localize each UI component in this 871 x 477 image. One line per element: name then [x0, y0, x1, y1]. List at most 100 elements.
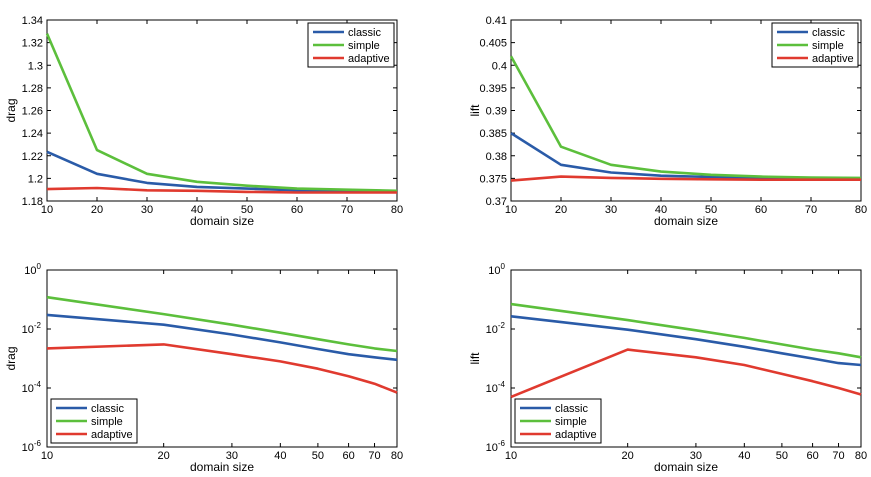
legend-label-adaptive: adaptive: [555, 429, 597, 441]
y-tick-label: 10-4: [22, 380, 42, 395]
series-line-classic: [46, 313, 398, 362]
y-axis-label: lift: [468, 352, 482, 365]
chart-panel-3: 10 20 30 40 50 60 70 80 10-6 10-4 10-2 100 domain si…: [4, 262, 403, 474]
y-tick-label: 1.3: [28, 60, 43, 72]
series-line-simple: [509, 55, 862, 180]
series-line-simple: [45, 33, 398, 193]
legend-label-adaptive: adaptive: [91, 429, 133, 441]
x-tick-label: 50: [312, 450, 324, 462]
x-tick-label: 80: [855, 450, 867, 462]
x-tick-label: 10: [505, 450, 517, 462]
x-tick-label: 80: [391, 450, 403, 462]
x-tick-label: 60: [806, 450, 818, 462]
x-tick-label: 10: [41, 204, 53, 216]
y-tick-label: 10-4: [486, 380, 506, 395]
legend-label-classic: classic: [91, 403, 125, 415]
x-tick-label: 20: [622, 450, 634, 462]
x-tick-label: 50: [776, 450, 788, 462]
legend-label-classic: classic: [812, 27, 846, 39]
x-axis-label: domain size: [190, 214, 254, 228]
y-tick-label: 0.41: [486, 15, 507, 27]
x-tick-label: 40: [191, 204, 203, 216]
x-tick-label: 70: [805, 204, 817, 216]
x-tick-label: 20: [91, 204, 103, 216]
x-tick-label: 20: [555, 204, 567, 216]
y-tick-label: 0.395: [479, 83, 507, 95]
chart-panel-4: 10 20 30 40 50 60 70 80 10-6 10-4 10-2 100 domain si…: [468, 262, 867, 474]
legend-label-classic: classic: [348, 27, 382, 39]
x-tick-label: 30: [690, 450, 702, 462]
chart-panel-1: 10 20 30 40 50 60 70 80 1.18 1.2 1.22 1.24 1.26 1.28 1…: [4, 15, 403, 228]
series-line-simple: [510, 302, 862, 359]
x-tick-label: 40: [274, 450, 286, 462]
y-tick-label: 0.4: [492, 60, 507, 72]
y-tick-label: 0.385: [479, 128, 507, 140]
x-tick-label: 70: [368, 450, 380, 462]
x-tick-label: 80: [391, 204, 403, 216]
x-tick-label: 70: [832, 450, 844, 462]
legend-label-simple: simple: [555, 416, 587, 428]
x-tick-label: 50: [705, 204, 717, 216]
legend-label-simple: simple: [348, 40, 380, 52]
series-line-adaptive: [46, 343, 398, 394]
y-tick-label: 100: [24, 262, 41, 277]
y-tick-label: 0.38: [486, 151, 507, 163]
legend-label-adaptive: adaptive: [812, 53, 854, 65]
y-tick-label: 1.24: [22, 128, 43, 140]
x-tick-label: 10: [41, 450, 53, 462]
legend-label-adaptive: adaptive: [348, 53, 390, 65]
series-line-classic: [46, 150, 398, 193]
x-tick-label: 70: [341, 204, 353, 216]
x-tick-label: 30: [605, 204, 617, 216]
series-line-adaptive: [46, 186, 397, 194]
y-tick-label: 0.375: [479, 173, 507, 185]
y-tick-label: 10-2: [486, 321, 506, 336]
y-tick-label: 0.39: [486, 106, 507, 118]
y-tick-label: 0.405: [479, 38, 507, 50]
y-axis-label: lift: [468, 104, 482, 117]
x-tick-label: 40: [655, 204, 667, 216]
y-axis-label: drag: [4, 346, 18, 370]
x-tick-label: 80: [855, 204, 867, 216]
x-tick-label: 60: [291, 204, 303, 216]
y-tick-label: 1.18: [22, 196, 43, 208]
y-tick-label: 1.28: [22, 83, 43, 95]
legend-box: [771, 22, 859, 68]
x-tick-label: 40: [738, 450, 750, 462]
y-tick-label: 10-2: [22, 321, 42, 336]
x-tick-label: 30: [141, 204, 153, 216]
x-tick-label: 30: [226, 450, 238, 462]
y-tick-label: 10-6: [486, 439, 506, 454]
series-line-classic: [510, 315, 862, 367]
legend-label-classic: classic: [555, 403, 589, 415]
y-tick-label: 100: [488, 262, 505, 277]
series-line-adaptive: [510, 175, 861, 182]
y-tick-label: 1.22: [22, 151, 43, 163]
chart-panel-2: 10 20 30 40 50 60 70 80 0.37 0.375 0.38 0.385 0.39 0.…: [468, 15, 867, 228]
x-tick-label: 20: [158, 450, 170, 462]
x-tick-label: 60: [342, 450, 354, 462]
y-tick-label: 1.2: [28, 173, 43, 185]
x-axis-label: domain size: [654, 460, 718, 474]
y-tick-label: 1.32: [22, 38, 43, 50]
legend-label-simple: simple: [91, 416, 123, 428]
plot-area-frame: [510, 269, 862, 448]
legend-label-simple: simple: [812, 40, 844, 52]
x-tick-label: 60: [755, 204, 767, 216]
y-tick-label: 1.34: [22, 15, 43, 27]
series-line-adaptive: [510, 348, 862, 399]
x-tick-label: 10: [505, 204, 517, 216]
y-tick-label: 0.37: [486, 196, 507, 208]
y-axis-label: drag: [4, 98, 18, 122]
x-axis-label: domain size: [654, 214, 718, 228]
y-tick-label: 10-6: [22, 439, 42, 454]
x-axis-label: domain size: [190, 460, 254, 474]
series-line-simple: [46, 295, 398, 353]
x-tick-label: 50: [241, 204, 253, 216]
y-tick-label: 1.26: [22, 106, 43, 118]
